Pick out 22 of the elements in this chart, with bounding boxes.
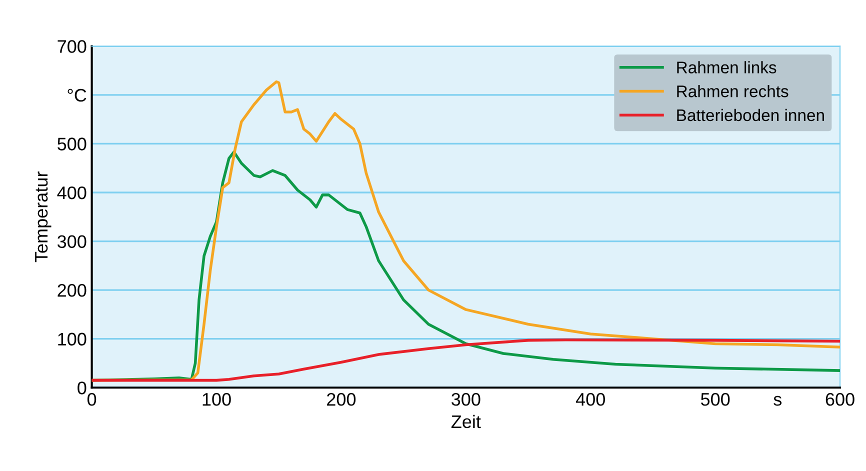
y-tick-label: 200 <box>58 284 86 297</box>
x-tick-label: 400 <box>576 392 605 406</box>
x-tick-label: 500 <box>700 392 730 406</box>
x-tick-label: 600 <box>826 392 854 406</box>
legend-label: Batterieboden innen <box>677 108 824 122</box>
legend-label: Rahmen rechts <box>677 85 788 98</box>
y-tick-label: 300 <box>58 235 86 248</box>
x-tick-label: s <box>774 396 782 406</box>
x-tick-label: 200 <box>327 392 356 406</box>
legend-label: Rahmen links <box>677 61 776 74</box>
y-tick-label: 400 <box>57 186 86 200</box>
y-tick-label: 500 <box>58 138 86 150</box>
line-series <box>92 338 840 382</box>
x-tick-label: 300 <box>452 392 480 406</box>
x-tick-label: 0 <box>87 392 96 406</box>
y-tick-label: °C <box>68 88 86 102</box>
x-axis-title: Zeit <box>451 414 481 428</box>
y-tick-label: 0 <box>78 382 86 394</box>
y-tick-label: 700 <box>58 40 86 53</box>
x-tick-label: 100 <box>202 392 231 406</box>
y-tick-label: 100 <box>58 332 86 346</box>
y-axis-title: Temperatur <box>35 172 52 262</box>
